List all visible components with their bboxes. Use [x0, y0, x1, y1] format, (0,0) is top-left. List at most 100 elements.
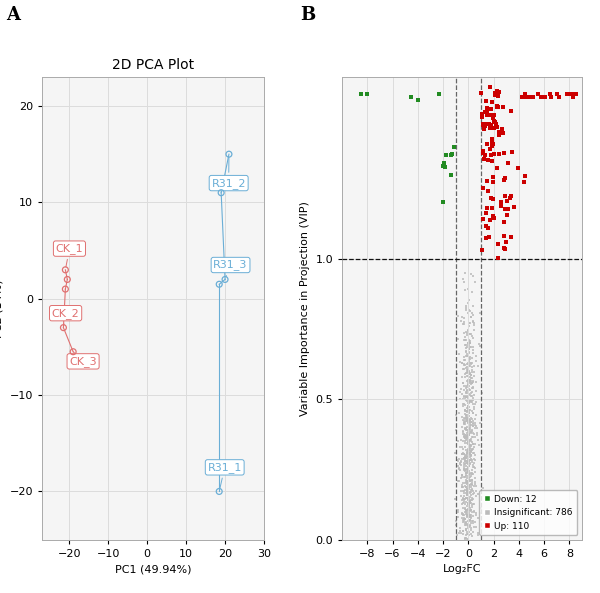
Point	[469, 402, 479, 412]
Point	[463, 415, 472, 424]
Point	[463, 408, 472, 417]
Point	[460, 462, 469, 471]
Point	[469, 272, 478, 281]
Point	[466, 374, 476, 383]
Point	[463, 476, 472, 486]
Point	[460, 508, 470, 517]
Point	[525, 92, 535, 101]
Point	[464, 340, 473, 350]
Point	[461, 506, 471, 516]
Point	[464, 516, 473, 525]
Point	[465, 397, 475, 406]
Point	[487, 104, 496, 113]
Point	[464, 449, 473, 459]
Point	[458, 513, 467, 522]
Point	[464, 295, 473, 304]
Point	[460, 355, 469, 365]
Point	[465, 425, 475, 434]
Point	[454, 465, 464, 474]
Point	[464, 361, 474, 370]
Point	[461, 477, 470, 487]
Point	[462, 467, 472, 477]
Point	[466, 442, 475, 451]
Point	[482, 176, 492, 185]
Point	[457, 470, 467, 480]
Point	[465, 358, 475, 367]
Point	[458, 518, 468, 527]
Point	[470, 467, 480, 477]
Point	[467, 358, 476, 368]
Point	[447, 149, 457, 158]
Point	[461, 482, 471, 492]
Point	[455, 349, 464, 359]
Point	[459, 392, 469, 401]
Point	[452, 369, 462, 379]
Point	[440, 162, 450, 172]
Point	[467, 468, 477, 478]
Point	[498, 102, 508, 111]
Point	[457, 313, 466, 322]
Point	[469, 527, 478, 537]
Point	[457, 456, 466, 466]
Point	[490, 91, 499, 100]
Point	[466, 371, 476, 380]
Point	[465, 361, 475, 371]
Point	[452, 455, 462, 464]
Point	[465, 375, 475, 385]
Point	[461, 382, 471, 391]
Point	[461, 384, 471, 393]
Point	[464, 406, 473, 415]
Point	[462, 411, 472, 420]
Point	[476, 419, 485, 428]
Point	[457, 359, 467, 368]
Point	[490, 88, 500, 98]
Point	[468, 428, 478, 438]
Point	[454, 528, 463, 538]
Point	[463, 471, 473, 481]
Point	[458, 365, 468, 374]
Point	[469, 361, 479, 371]
Point	[464, 305, 474, 314]
Point	[471, 482, 481, 491]
Point	[469, 508, 479, 517]
Point	[464, 449, 474, 459]
Point	[458, 448, 468, 458]
Point	[465, 516, 475, 525]
Point	[496, 202, 506, 211]
Point	[459, 432, 469, 441]
Point	[519, 178, 529, 187]
Point	[459, 458, 469, 468]
Point	[468, 486, 478, 495]
Point	[461, 533, 471, 543]
Point	[500, 244, 510, 254]
Point	[463, 349, 472, 358]
Point	[439, 161, 448, 171]
Point	[463, 484, 472, 493]
X-axis label: Log₂FC: Log₂FC	[443, 564, 481, 574]
Point	[461, 372, 470, 381]
Point	[466, 313, 476, 322]
Point	[464, 430, 473, 439]
Point	[454, 436, 463, 446]
Point	[478, 483, 488, 493]
Point	[460, 415, 470, 424]
Point	[465, 445, 475, 454]
Point	[457, 422, 467, 432]
Point	[466, 482, 476, 492]
Point	[460, 454, 470, 464]
Point	[478, 149, 488, 158]
Point	[460, 336, 469, 345]
Point	[464, 476, 473, 485]
Point	[455, 458, 465, 467]
Point	[463, 432, 472, 441]
Point	[451, 410, 461, 420]
Point	[459, 449, 469, 459]
Point	[486, 150, 496, 160]
Point	[463, 494, 473, 503]
Point	[465, 339, 475, 348]
Point	[465, 452, 475, 462]
Point	[461, 524, 471, 534]
Point	[468, 444, 478, 454]
Point	[463, 428, 473, 437]
Point	[462, 433, 472, 442]
